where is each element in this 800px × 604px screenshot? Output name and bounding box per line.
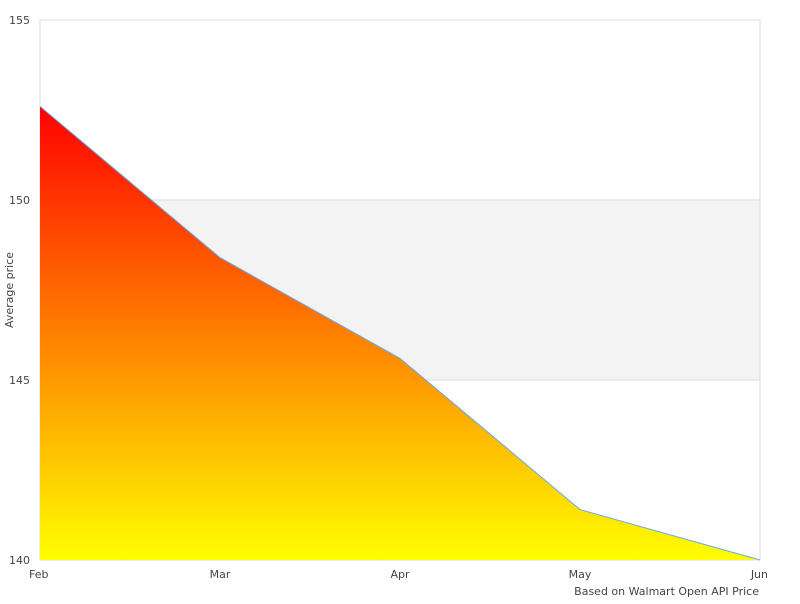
y-tick-label: 155	[9, 14, 30, 27]
chart-caption: Based on Walmart Open API Price	[574, 585, 759, 598]
x-tick-label: Jun	[750, 568, 768, 581]
y-tick-label: 145	[9, 374, 30, 387]
y-axis-label: Average price	[3, 252, 16, 328]
x-tick-label: May	[569, 568, 592, 581]
x-tick-label: Apr	[390, 568, 410, 581]
x-tick-label: Mar	[210, 568, 231, 581]
y-tick-label: 150	[9, 194, 30, 207]
x-tick-label: Feb	[29, 568, 48, 581]
y-tick-label: 140	[9, 554, 30, 567]
